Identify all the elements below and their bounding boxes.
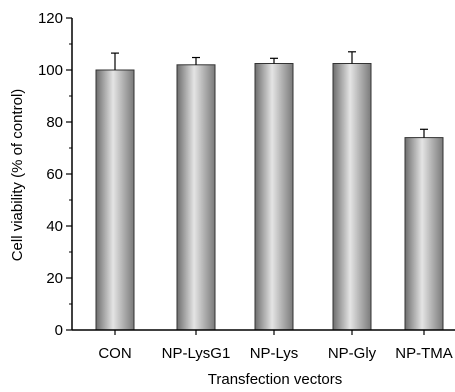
y-tick-label-120: 120: [38, 10, 63, 27]
x-tick-label-np-lys: NP-Lys: [250, 345, 299, 362]
bar-np-gly: [332, 63, 372, 331]
x-tick-label-np-lysg1: NP-LysG1: [162, 345, 231, 362]
bar-np-lysg1: [176, 64, 216, 331]
bar-con: [95, 69, 135, 331]
bar-np-tma: [404, 137, 444, 331]
x-tick-label-con: CON: [98, 345, 131, 362]
x-axis-title: Transfection vectors: [208, 371, 343, 387]
y-tick-label-60: 60: [46, 166, 63, 183]
y-axis-title: Cell viability (% of control): [9, 89, 26, 262]
y-tick-label-100: 100: [38, 62, 63, 79]
x-tick-label-np-gly: NP-Gly: [328, 345, 377, 362]
y-tick-label-80: 80: [46, 114, 63, 131]
y-tick-label-0: 0: [55, 322, 63, 339]
y-tick-label-20: 20: [46, 270, 63, 287]
y-tick-label-40: 40: [46, 218, 63, 235]
x-tick-label-np-tma: NP-TMA: [395, 345, 453, 362]
bar-np-lys: [254, 63, 294, 331]
